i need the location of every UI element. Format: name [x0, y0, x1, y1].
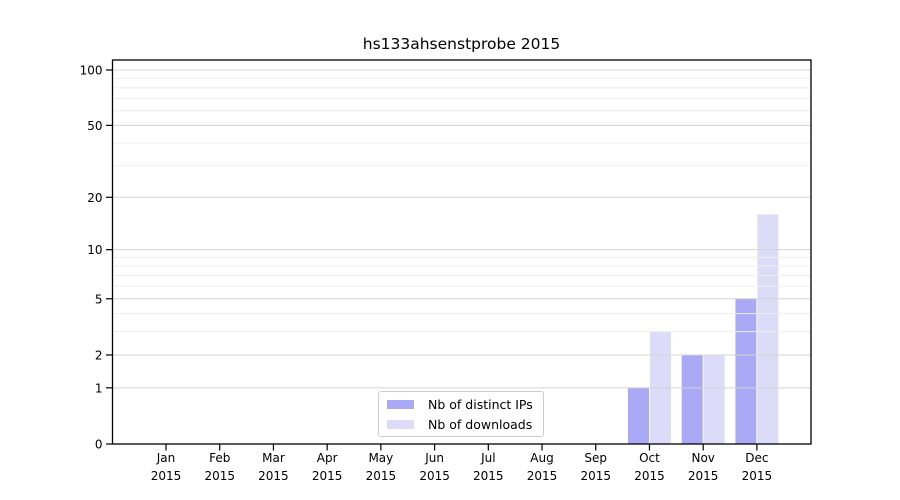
legend-label-downloads: Nb of downloads — [428, 416, 533, 432]
x-tick-label-month: Aug — [530, 451, 553, 465]
x-tick-label-year: 2015 — [258, 469, 289, 483]
x-tick-label-month: Nov — [691, 451, 714, 465]
legend-item-downloads: Nb of downloads — [387, 414, 543, 434]
x-tick-label-month: Jan — [156, 451, 176, 465]
legend: Nb of distinct IPs Nb of downloads — [378, 391, 544, 437]
legend-label-distinct-ips: Nb of distinct IPs — [428, 396, 533, 412]
x-tick-label-year: 2015 — [204, 469, 235, 483]
x-tick-label-year: 2015 — [151, 469, 182, 483]
y-tick-label: 20 — [87, 191, 102, 205]
x-tick-label-year: 2015 — [527, 469, 558, 483]
x-tick-label-month: Sep — [584, 451, 607, 465]
bar-distinct-ips-nov — [681, 354, 703, 444]
axes-frame — [111, 59, 812, 445]
bar-downloads-dec — [757, 214, 779, 444]
x-tick-label-month: Apr — [317, 451, 338, 465]
x-tick-label-year: 2015 — [634, 469, 665, 483]
chart-title: hs133ahsenstprobe 2015 — [362, 35, 561, 53]
y-tick-label: 50 — [87, 119, 102, 133]
x-tick-label-year: 2015 — [688, 469, 719, 483]
x-tick-label-year: 2015 — [742, 469, 773, 483]
x-tick-label-year: 2015 — [312, 469, 343, 483]
x-tick-label-year: 2015 — [473, 469, 504, 483]
x-tick-label-month: Dec — [745, 451, 768, 465]
legend-swatch-distinct-ips — [387, 399, 414, 409]
legend-swatch-downloads — [387, 419, 414, 429]
y-tick-label: 100 — [80, 64, 103, 78]
x-tick-label-month: Jul — [480, 451, 495, 465]
x-tick-label-month: May — [368, 451, 393, 465]
bar-downloads-nov — [703, 354, 725, 444]
x-tick-label-month: Jun — [424, 451, 444, 465]
legend-item-distinct-ips: Nb of distinct IPs — [387, 394, 543, 414]
x-tick-label-year: 2015 — [580, 469, 611, 483]
x-tick-label-month: Oct — [639, 451, 660, 465]
x-tick-label-year: 2015 — [419, 469, 450, 483]
bar-distinct-ips-oct — [627, 387, 649, 444]
y-tick-label: 2 — [95, 348, 103, 362]
x-tick-label-year: 2015 — [366, 469, 397, 483]
y-tick-label: 10 — [87, 243, 102, 257]
x-tick-label-month: Feb — [209, 451, 230, 465]
x-tick-label-month: Mar — [262, 451, 285, 465]
y-tick-label: 5 — [95, 292, 103, 306]
y-tick-label: 0 — [95, 438, 103, 452]
bar-distinct-ips-dec — [735, 298, 757, 444]
y-tick-label: 1 — [95, 381, 103, 395]
